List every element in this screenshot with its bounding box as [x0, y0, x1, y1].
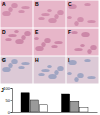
- tissue-detail: [48, 74, 56, 79]
- tissue-detail: [24, 31, 30, 36]
- tissue-detail: [18, 66, 24, 69]
- tick: 50: [6, 98, 12, 103]
- tissue-detail: [47, 9, 51, 12]
- tissue-detail: [21, 6, 29, 9]
- panel-image: [67, 29, 99, 56]
- panel-label: G: [2, 57, 6, 63]
- panel-image: [34, 57, 66, 84]
- tissue-detail: [47, 65, 51, 68]
- tissue-detail: [14, 30, 18, 33]
- tissue-detail: [54, 14, 58, 19]
- tissue-detail: [54, 70, 58, 75]
- tissue-detail: [71, 31, 77, 34]
- tissue-detail: [54, 41, 62, 44]
- tissue-detail: [87, 20, 95, 23]
- tissue-detail: [67, 72, 71, 75]
- image-panel: F: [67, 29, 99, 56]
- tissue-detail: [21, 35, 25, 40]
- tissue-detail: [8, 34, 16, 37]
- tissue-detail: [80, 44, 84, 47]
- panel-label: E: [35, 29, 39, 35]
- x-axis: [13, 112, 98, 114]
- tissue-detail: [2, 67, 10, 72]
- image-panel: I: [67, 57, 99, 84]
- axis-line: [11, 89, 13, 113]
- bar: [39, 105, 47, 112]
- tissue-detail: [8, 63, 12, 68]
- figure: ABCDEFGHIJ050100: [0, 0, 100, 115]
- tissue-detail: [51, 45, 57, 48]
- bar: [80, 107, 88, 112]
- tissue-detail: [48, 18, 56, 23]
- bars: [21, 93, 88, 112]
- panel-label: C: [68, 1, 72, 7]
- tick: 0: [8, 110, 12, 115]
- panel-label: I: [68, 57, 70, 63]
- panel-label: D: [2, 29, 6, 35]
- image-panel: H: [34, 57, 66, 84]
- bar: [61, 94, 69, 112]
- panel-image: [67, 57, 99, 84]
- tissue-detail: [74, 21, 78, 26]
- image-panel: B: [34, 1, 66, 28]
- panel-image: [67, 1, 99, 28]
- tick-mark: [11, 88, 13, 89]
- tissue-detail: [11, 59, 17, 64]
- image-panel: E: [34, 29, 66, 56]
- panel-image: [1, 29, 33, 56]
- tissue-detail: [38, 73, 44, 76]
- tissue-detail: [68, 60, 76, 65]
- tissue-detail: [5, 38, 11, 41]
- panel-label: B: [35, 1, 39, 7]
- tissue-detail: [34, 37, 38, 40]
- tissue-detail: [18, 10, 24, 13]
- panel-image: [34, 1, 66, 28]
- tissue-detail: [57, 10, 63, 15]
- image-panel: C: [67, 1, 99, 28]
- panel-image: [1, 57, 33, 84]
- tick-mark: [11, 100, 13, 101]
- panel-image: [1, 1, 33, 28]
- tissue-detail: [87, 76, 95, 79]
- tissue-detail: [74, 48, 82, 51]
- panel-label: A: [2, 1, 6, 7]
- tick-mark: [11, 112, 13, 113]
- bar: [71, 101, 79, 112]
- axis-line: [13, 112, 98, 113]
- panel-label: F: [68, 29, 71, 35]
- tissue-detail: [90, 45, 96, 50]
- tick-label: 100: [3, 86, 10, 91]
- tissue-detail: [74, 77, 78, 82]
- panel-image: [34, 29, 66, 56]
- tissue-detail: [41, 13, 49, 16]
- tissue-detail: [87, 49, 91, 54]
- tick: 100: [3, 86, 12, 91]
- tissue-detail: [84, 59, 90, 62]
- tick-label: 0: [8, 110, 11, 115]
- tissue-detail: [77, 73, 83, 78]
- tissue-detail: [35, 46, 43, 51]
- tissue-detail: [44, 38, 50, 43]
- tick-label: 50: [6, 98, 11, 103]
- panel-label: H: [35, 57, 39, 63]
- tissue-detail: [11, 3, 17, 8]
- bar: [30, 100, 38, 112]
- tissue-detail: [67, 16, 71, 19]
- tissue-detail: [8, 7, 12, 12]
- tissue-detail: [41, 69, 49, 72]
- bar: [21, 93, 29, 112]
- tissue-detail: [77, 17, 83, 22]
- tissue-detail: [84, 3, 90, 6]
- tissue-detail: [15, 39, 23, 44]
- image-panel: A: [1, 1, 33, 28]
- tissue-detail: [57, 66, 63, 71]
- image-panel: G: [1, 57, 33, 84]
- y-axis: 0 50 100: [3, 86, 12, 115]
- image-panel: D: [1, 29, 33, 56]
- tissue-detail: [2, 11, 10, 16]
- tissue-detail: [81, 32, 89, 37]
- tissue-detail: [41, 42, 45, 47]
- tissue-detail: [21, 62, 29, 65]
- tissue-detail: [38, 17, 44, 20]
